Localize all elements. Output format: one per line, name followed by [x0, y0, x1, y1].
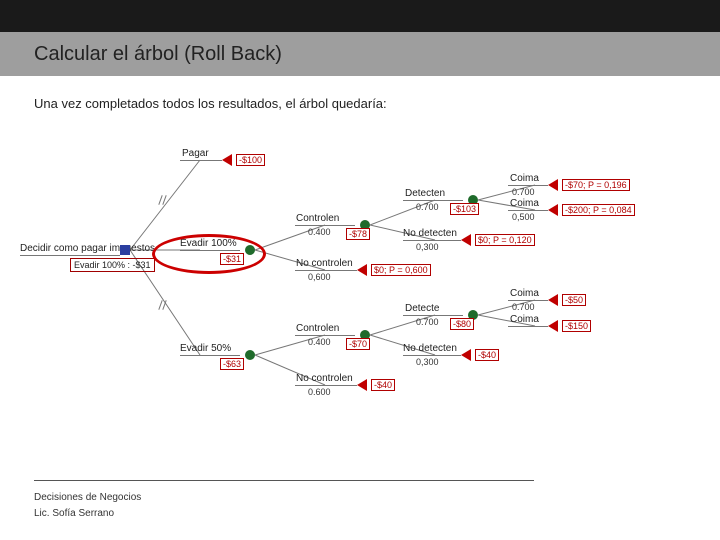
branch-label-coima3: Coima [510, 288, 539, 299]
hline [180, 250, 240, 251]
root-underline [20, 255, 120, 256]
terminal-node-icon [461, 349, 471, 361]
terminal-value-e100-nodetecten: $0; P = 0,120 [475, 234, 535, 246]
hline [180, 355, 240, 356]
branch-label-pagar: Pagar [182, 148, 209, 159]
hline [295, 385, 357, 386]
branch-label-e50-nodetecten: No detecten [403, 343, 457, 354]
hline [508, 300, 548, 301]
title-band: Calcular el árbol (Roll Back) [0, 32, 720, 76]
prob-e100-detecten: 0.700 [416, 202, 439, 212]
rolled-value-evadir100: -$31 [220, 253, 244, 265]
terminal-node-icon [548, 179, 558, 191]
terminal-node-icon [461, 234, 471, 246]
hline [403, 315, 463, 316]
terminal-value-e50-nodetecten: -$40 [475, 349, 499, 361]
terminal-value-coima3: -$50 [562, 294, 586, 306]
branch-label-coima1: Coima [510, 173, 539, 184]
prob-e100-nocontrolen: 0,600 [308, 272, 331, 282]
chance-node-icon [245, 350, 255, 360]
branch-label-e50-controlen: Controlen [296, 323, 339, 334]
hline [295, 270, 357, 271]
slide: Calcular el árbol (Roll Back) Una vez co… [0, 0, 720, 540]
prob-e50-nodetecten: 0,300 [416, 357, 439, 367]
branch-label-evadir100: Evadir 100% [180, 238, 237, 249]
prob-e50-detecte: 0.700 [416, 317, 439, 327]
branch-label-coima2: Coima [510, 198, 539, 209]
branch-label-evadir50: Evadir 50% [180, 343, 231, 354]
prune-tick-icon [162, 300, 166, 310]
root-label: Decidir como pagar impuestos [20, 243, 155, 254]
terminal-node-icon [548, 320, 558, 332]
terminal-node-icon [548, 294, 558, 306]
hline [403, 355, 461, 356]
branch-label-e100-detecten: Detecten [405, 188, 445, 199]
decision-tree: Decidir como pagar impuestos Evadir 100%… [90, 140, 630, 430]
terminal-node-icon [357, 379, 367, 391]
footer-rule [34, 480, 534, 481]
terminal-value-pagar: -$100 [236, 154, 265, 166]
branch-label-e100-controlen: Controlen [296, 213, 339, 224]
terminal-node-icon [357, 264, 367, 276]
prob-e100-controlen: 0.400 [308, 227, 331, 237]
hline [180, 160, 222, 161]
slide-subtitle: Una vez completados todos los resultados… [34, 96, 387, 111]
hline [508, 185, 548, 186]
branch-label-e100-nodetecten: No detecten [403, 228, 457, 239]
branch-label-e50-nocontrolen: No controlen [296, 373, 353, 384]
terminal-node-icon [548, 204, 558, 216]
prob-e50-nocontrolen: 0.600 [308, 387, 331, 397]
branch-label-e100-nocontrolen: No controlen [296, 258, 353, 269]
footer-line1: Decisiones de Negocios [34, 492, 141, 503]
hline [508, 210, 548, 211]
rolled-value-evadir50: -$63 [220, 358, 244, 370]
terminal-value-e50-nocontrolen: -$40 [371, 379, 395, 391]
prob-coima1: 0.700 [512, 187, 535, 197]
rolled-value-e50-controlen: -$70 [346, 338, 370, 350]
hline [403, 240, 461, 241]
rolled-value-e50-detecte: -$80 [450, 318, 474, 330]
footer-line2: Lic. Sofía Serrano [34, 508, 114, 519]
terminal-node-icon [222, 154, 232, 166]
prob-e100-nodetecten: 0,300 [416, 242, 439, 252]
prob-e50-controlen: 0.400 [308, 337, 331, 347]
branch-label-e50-detecte: Detecte [405, 303, 439, 314]
terminal-value-e100-nocontrolen: $0; P = 0,600 [371, 264, 431, 276]
terminal-value-coima1: -$70; P = 0,196 [562, 179, 630, 191]
slide-title: Calcular el árbol (Roll Back) [0, 43, 282, 66]
rolled-value-e100-controlen: -$78 [346, 228, 370, 240]
root-highlight-box: Evadir 100% : -$31 [70, 258, 155, 272]
hline [403, 200, 463, 201]
hline [295, 225, 355, 226]
prob-coima2: 0,500 [512, 212, 535, 222]
decision-node-icon [120, 245, 130, 255]
chance-node-icon [245, 245, 255, 255]
hline [508, 326, 548, 327]
terminal-value-coima4: -$150 [562, 320, 591, 332]
branch-label-coima4: Coima [510, 314, 539, 325]
hline [295, 335, 355, 336]
top-black-bar [0, 0, 720, 32]
terminal-value-coima2: -$200; P = 0,084 [562, 204, 635, 216]
prune-tick-icon [162, 195, 166, 205]
prob-coima3: 0.700 [512, 302, 535, 312]
rolled-value-e100-detecten: -$103 [450, 203, 479, 215]
